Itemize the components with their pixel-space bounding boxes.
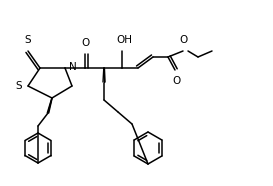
Text: O: O bbox=[172, 76, 180, 86]
Text: OH: OH bbox=[116, 35, 132, 45]
Text: O: O bbox=[81, 38, 89, 48]
Text: N: N bbox=[69, 62, 77, 72]
Text: S: S bbox=[25, 35, 31, 45]
Text: O: O bbox=[179, 35, 187, 45]
Text: S: S bbox=[15, 81, 22, 91]
